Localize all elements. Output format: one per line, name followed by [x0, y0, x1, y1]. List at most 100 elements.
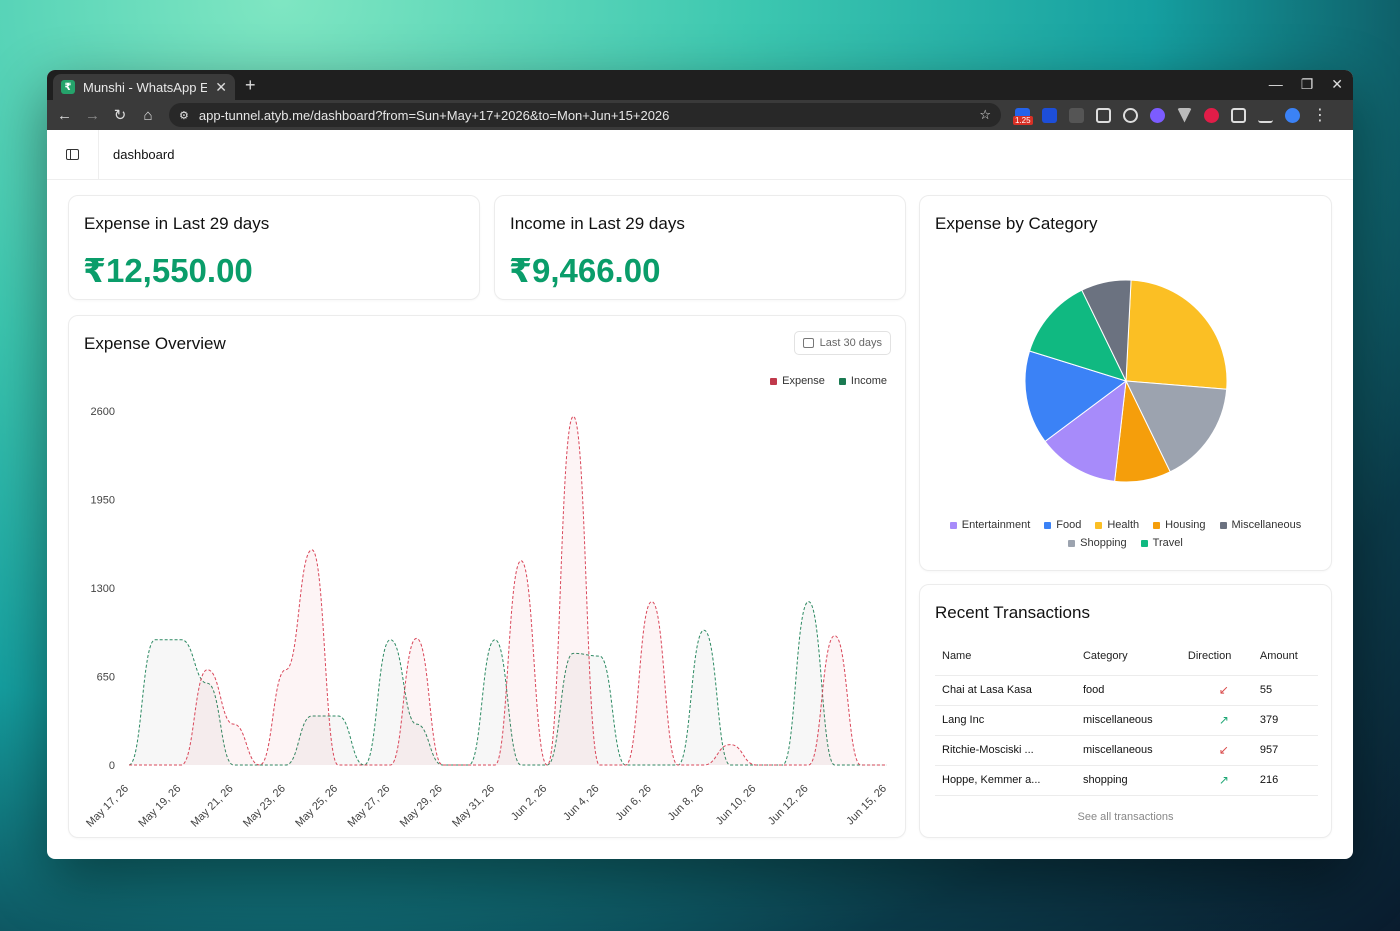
expense-card-title: Expense in Last 29 days: [84, 214, 270, 233]
page-title: dashboard: [113, 147, 175, 162]
x-tick-label: May 25, 26: [293, 783, 340, 830]
sidebar-toggle-button[interactable]: [47, 130, 99, 179]
legend-swatch: [1044, 521, 1052, 529]
tab-title: Munshi - WhatsApp E: [83, 79, 208, 95]
legend-label: Income: [850, 375, 887, 387]
legend-swatch: [1219, 521, 1227, 529]
x-tick-label: May 17, 26: [84, 783, 131, 830]
tx-amount: 379: [1252, 705, 1318, 736]
recent-transactions-card: Recent Transactions Name Category Direct…: [919, 584, 1332, 838]
income-summary-card: Income in Last 29 days ₹9,466.00: [494, 195, 906, 300]
income-card-title: Income in Last 29 days: [510, 214, 685, 233]
extension-shield-icon[interactable]: [1042, 107, 1057, 123]
tx-category: miscellaneous: [1075, 735, 1181, 766]
legend-swatch: [949, 521, 957, 529]
y-tick-label: 650: [97, 672, 115, 684]
col-category-header: Category: [1075, 637, 1181, 676]
tx-category: miscellaneous: [1075, 705, 1181, 736]
address-url: app-tunnel.atyb.me/dashboard?from=Sun+Ma…: [198, 107, 670, 123]
x-tick-label: Jun 8, 26: [666, 783, 706, 823]
date-range-button[interactable]: Last 30 days: [793, 331, 891, 355]
arrow-up-right-icon: ↗: [1180, 765, 1253, 796]
x-tick-label: Jun 12, 26: [766, 783, 811, 828]
extension-record-icon[interactable]: [1204, 107, 1219, 123]
extension-flask-icon[interactable]: [1150, 107, 1165, 123]
tx-amount: 55: [1252, 675, 1318, 706]
y-tick-label: 1950: [91, 495, 115, 507]
reload-icon[interactable]: ↻: [113, 107, 127, 124]
legend-swatch: [1153, 521, 1161, 529]
category-pie-chart: [1024, 279, 1228, 483]
series-area-expense: [129, 416, 887, 765]
x-tick-label: Jun 4, 26: [561, 783, 601, 823]
pie-slice-travel: [1028, 289, 1127, 382]
minimize-icon[interactable]: —: [1268, 76, 1283, 92]
forward-icon[interactable]: →: [85, 106, 100, 124]
tx-name: Chai at Lasa Kasa: [935, 675, 1076, 706]
tx-name: Hoppe, Kemmer a...: [935, 765, 1076, 796]
x-tick-label: May 29, 26: [398, 783, 445, 830]
legend-label: Food: [1056, 519, 1082, 531]
download-icon[interactable]: [1258, 108, 1273, 123]
table-row[interactable]: Lang Inc miscellaneous ↗ 379: [935, 705, 1318, 736]
extension-badge: 1.25: [1013, 115, 1033, 125]
tab-close-icon[interactable]: ✕: [215, 78, 227, 95]
x-tick-label: May 19, 26: [136, 783, 183, 830]
legend-income: Income: [838, 375, 887, 387]
overview-legend: Expense Income: [770, 375, 887, 387]
legend-label: Housing: [1165, 519, 1206, 531]
browser-titlebar: ₹ Munshi - WhatsApp E ✕ + — ❐ ✕: [47, 70, 1353, 100]
extension-window-icon[interactable]: [1096, 107, 1111, 123]
x-tick-label: Jun 10, 26: [714, 783, 759, 828]
pie-slice-entertainment: [1044, 379, 1127, 482]
transactions-title: Recent Transactions: [935, 603, 1090, 622]
x-tick-label: Jun 6, 26: [613, 783, 653, 823]
tx-category: shopping: [1075, 765, 1181, 796]
home-icon[interactable]: ⌂: [143, 106, 153, 124]
category-legend-item: Travel: [1140, 537, 1183, 549]
tx-category: food: [1075, 675, 1181, 706]
back-icon[interactable]: ←: [57, 106, 72, 124]
extensions-puzzle-icon[interactable]: [1231, 107, 1246, 123]
browser-tab[interactable]: ₹ Munshi - WhatsApp E ✕: [53, 74, 235, 100]
sidebar-icon: [66, 149, 79, 160]
col-name-header: Name: [935, 637, 1076, 676]
table-row[interactable]: Hoppe, Kemmer a... shopping ↗ 216: [935, 765, 1318, 796]
category-legend-item: Entertainment: [949, 519, 1031, 531]
series-line-income: [128, 601, 887, 766]
x-tick-label: May 23, 26: [241, 783, 288, 830]
table-row[interactable]: Chai at Lasa Kasa food ↙ 55: [935, 675, 1318, 706]
col-direction-header: Direction: [1180, 637, 1253, 676]
extension-glasses-icon[interactable]: [1069, 107, 1084, 123]
extension-sync-icon[interactable]: [1123, 107, 1138, 123]
restore-icon[interactable]: ❐: [1300, 76, 1314, 92]
table-row[interactable]: Ritchie-Mosciski ... miscellaneous ↙ 957: [935, 735, 1318, 766]
y-tick-label: 0: [109, 760, 115, 772]
expense-amount: ₹12,550.00: [83, 252, 253, 289]
extension-calendar-icon[interactable]: 1.25: [1013, 107, 1033, 125]
site-settings-icon[interactable]: ⚙: [179, 109, 189, 122]
category-card-title: Expense by Category: [935, 214, 1098, 233]
new-tab-icon[interactable]: +: [245, 75, 256, 95]
y-tick-label: 2600: [91, 406, 115, 418]
category-card: Expense by Category Entertainment Food Hea…: [919, 195, 1332, 571]
tx-name: Ritchie-Mosciski ...: [935, 735, 1076, 766]
pie-slice-shopping: [1081, 279, 1132, 382]
category-legend-item: Food: [1044, 519, 1081, 531]
category-legend: Entertainment Food Health Housing Miscellane…: [934, 519, 1317, 549]
legend-swatch: [838, 377, 846, 385]
arrow-down-left-icon: ↙: [1180, 735, 1253, 766]
expense-overview-card: Expense Overview Last 30 days Expense In…: [68, 315, 906, 838]
category-legend-item: Housing: [1153, 519, 1206, 531]
address-bar[interactable]: ⚙ app-tunnel.atyb.me/dashboard?from=Sun+…: [169, 103, 1001, 127]
legend-label: Health: [1107, 519, 1140, 531]
bookmark-star-icon[interactable]: ☆: [979, 107, 991, 122]
legend-label: Entertainment: [961, 519, 1031, 531]
profile-avatar-icon[interactable]: [1285, 107, 1300, 123]
see-all-transactions-link[interactable]: See all transactions: [1077, 811, 1174, 823]
extension-triangle-icon[interactable]: [1177, 107, 1192, 123]
browser-menu-icon[interactable]: ⋮: [1312, 107, 1328, 124]
legend-swatch: [1140, 539, 1148, 547]
window-close-icon[interactable]: ✕: [1331, 76, 1343, 92]
